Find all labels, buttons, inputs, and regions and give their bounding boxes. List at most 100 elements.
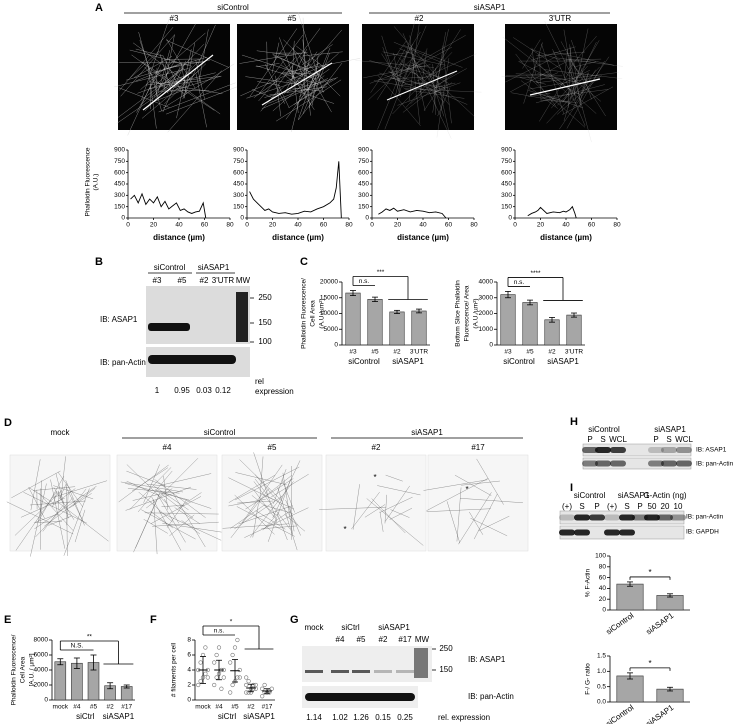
point xyxy=(205,675,210,680)
fiber xyxy=(416,53,477,82)
band xyxy=(305,670,323,673)
band xyxy=(396,670,414,673)
lane-label: 3'UTR xyxy=(212,276,235,285)
fiber xyxy=(23,492,87,524)
fiber xyxy=(281,479,295,513)
fiber xyxy=(531,47,536,75)
fiber xyxy=(140,32,206,90)
x-tick-label: #4 xyxy=(215,704,223,711)
fiber xyxy=(264,505,293,514)
band xyxy=(574,514,590,521)
y-tick-label: 6 xyxy=(187,652,191,659)
fiber xyxy=(154,71,170,87)
group-label: mock xyxy=(50,428,70,437)
fiber xyxy=(377,74,421,126)
rel-label: rel. expression xyxy=(438,713,490,722)
y-tick-label: 1000 xyxy=(479,326,494,333)
fiber xyxy=(531,46,576,61)
fiber xyxy=(580,72,589,94)
y-tick-label: 150 xyxy=(358,203,369,210)
lane-label: #2 xyxy=(372,443,381,452)
group-label: siControl xyxy=(503,357,535,366)
y-axis-label: [A.U. / µm²] xyxy=(29,653,36,686)
fiber xyxy=(172,493,206,548)
band xyxy=(644,514,660,521)
fiber xyxy=(259,456,264,504)
fiber xyxy=(11,470,61,499)
profile-line xyxy=(261,62,333,106)
fiber xyxy=(256,65,319,85)
bar xyxy=(345,292,361,346)
fiber xyxy=(183,42,195,98)
fiber xyxy=(370,40,407,93)
fiber xyxy=(556,57,623,67)
fiber xyxy=(511,92,559,102)
fiber xyxy=(571,39,592,100)
y-tick-label: 0 xyxy=(187,697,191,704)
band xyxy=(148,323,190,331)
rel-label: rel xyxy=(255,377,264,386)
y-tick-label: 0 xyxy=(508,215,512,222)
fiber xyxy=(369,60,417,75)
annotation: * xyxy=(343,525,346,534)
y-tick-label: 600 xyxy=(358,169,369,176)
group-label: siASAP1 xyxy=(474,3,506,12)
fiber xyxy=(393,26,438,78)
fiber xyxy=(379,72,404,83)
blot-label: IB: GAPDH xyxy=(686,529,719,536)
y-tick-label: 900 xyxy=(114,147,125,154)
mw-marker: 100 xyxy=(258,337,272,346)
fiber xyxy=(302,47,331,115)
fiber xyxy=(392,52,453,115)
fiber xyxy=(33,521,63,524)
blot-label: IB: ASAP1 xyxy=(100,315,138,324)
group-label: siControl xyxy=(204,428,236,437)
fiber xyxy=(423,479,488,491)
fiber xyxy=(519,77,546,85)
fiber xyxy=(554,76,597,114)
fiber xyxy=(292,66,299,113)
fiber xyxy=(567,46,572,108)
x-tick-label: #17 xyxy=(121,704,132,711)
fiber xyxy=(557,75,602,115)
bar xyxy=(54,661,67,701)
fiber xyxy=(134,56,173,78)
fiber xyxy=(53,487,75,520)
fiber xyxy=(284,48,308,94)
fiber xyxy=(402,25,427,81)
x-tick-label: 60 xyxy=(320,222,328,229)
fiber xyxy=(402,72,455,113)
mw-ladder xyxy=(414,648,428,678)
x-tick-label: 0 xyxy=(513,222,517,229)
fiber xyxy=(253,452,278,523)
fiber xyxy=(402,33,420,72)
fiber xyxy=(44,488,96,527)
y-axis-label: (A.U.) xyxy=(93,174,100,191)
x-tick-label: 60 xyxy=(588,222,596,229)
fiber xyxy=(135,63,181,82)
rel-expression: 0.03 xyxy=(196,386,212,395)
y-tick-label: 0 xyxy=(121,215,125,222)
fiber xyxy=(164,63,207,105)
point xyxy=(246,679,251,684)
group-label: siControl xyxy=(588,425,620,434)
fiber xyxy=(559,56,610,130)
fiber xyxy=(150,510,174,529)
fiber xyxy=(573,62,582,108)
fiber xyxy=(379,511,384,532)
fiber xyxy=(297,12,324,93)
y-axis-label: F-/ G- ratio xyxy=(585,663,592,695)
lane-label: P xyxy=(587,435,592,444)
fiber xyxy=(69,493,92,509)
fiber xyxy=(139,40,156,87)
fiber xyxy=(135,500,158,549)
fiber xyxy=(253,78,281,98)
y-axis-label: Phalloidin Fluorescence xyxy=(85,147,92,216)
y-tick-label: 600 xyxy=(233,169,244,176)
fiber xyxy=(410,62,450,84)
panel-letter: I xyxy=(570,482,573,494)
blot-label: IB: pan-Actin xyxy=(468,692,514,701)
y-axis-label: (A.U./µm²) xyxy=(473,298,480,328)
band xyxy=(331,670,349,673)
fiber xyxy=(405,65,444,108)
